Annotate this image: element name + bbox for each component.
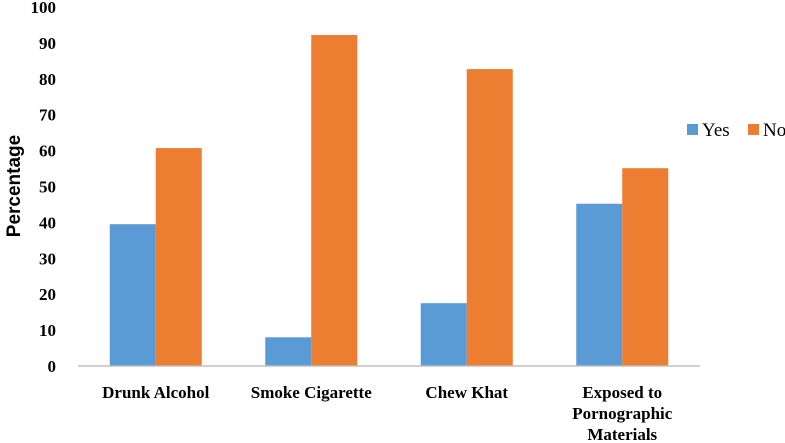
y-tick-label: 50 — [39, 178, 56, 197]
x-tick-label: Drunk Alcohol — [102, 383, 209, 402]
legend-swatch — [748, 124, 759, 135]
legend-label: Yes — [702, 120, 730, 141]
bar-no — [466, 69, 513, 367]
y-tick-label: 70 — [39, 106, 56, 125]
y-tick-label: 10 — [39, 321, 56, 340]
y-tick-label: 40 — [39, 213, 56, 232]
y-tick-label: 20 — [39, 285, 56, 304]
x-tick-labels: Drunk Alcohol Smoke Cigarette Chew Khat Exp… — [102, 383, 673, 443]
bar-yes — [265, 337, 312, 366]
x-tick-label: Materials — [587, 425, 657, 443]
x-tick-label: Pornographic — [572, 404, 673, 423]
bar-yes — [576, 203, 623, 366]
y-axis-label: Percentage — [4, 135, 25, 237]
bar-no — [622, 168, 669, 366]
x-tick-label: Exposed to — [582, 383, 662, 402]
y-tick-label: 100 — [31, 0, 57, 17]
y-tick-label: 30 — [39, 249, 56, 268]
y-tick-label: 90 — [39, 34, 56, 53]
bar-no — [155, 148, 202, 366]
x-tick-label: Chew Khat — [425, 383, 508, 402]
x-tick-label: Smoke Cigarette — [251, 383, 372, 402]
bar-yes — [109, 224, 156, 366]
y-tick-label: 0 — [48, 357, 57, 376]
legend-swatch — [687, 124, 698, 135]
y-tick-label: 80 — [39, 70, 56, 89]
legend-label: No — [763, 120, 785, 141]
y-tick-label: 60 — [39, 142, 56, 161]
bars — [109, 35, 669, 367]
y-tick-labels: 0 10 20 30 40 50 60 70 80 90 100 — [31, 0, 57, 376]
bar-no — [311, 35, 358, 366]
y-axis-title-group: Percentage — [4, 135, 25, 237]
bar-yes — [420, 303, 467, 366]
legend: Yes No — [687, 120, 785, 141]
